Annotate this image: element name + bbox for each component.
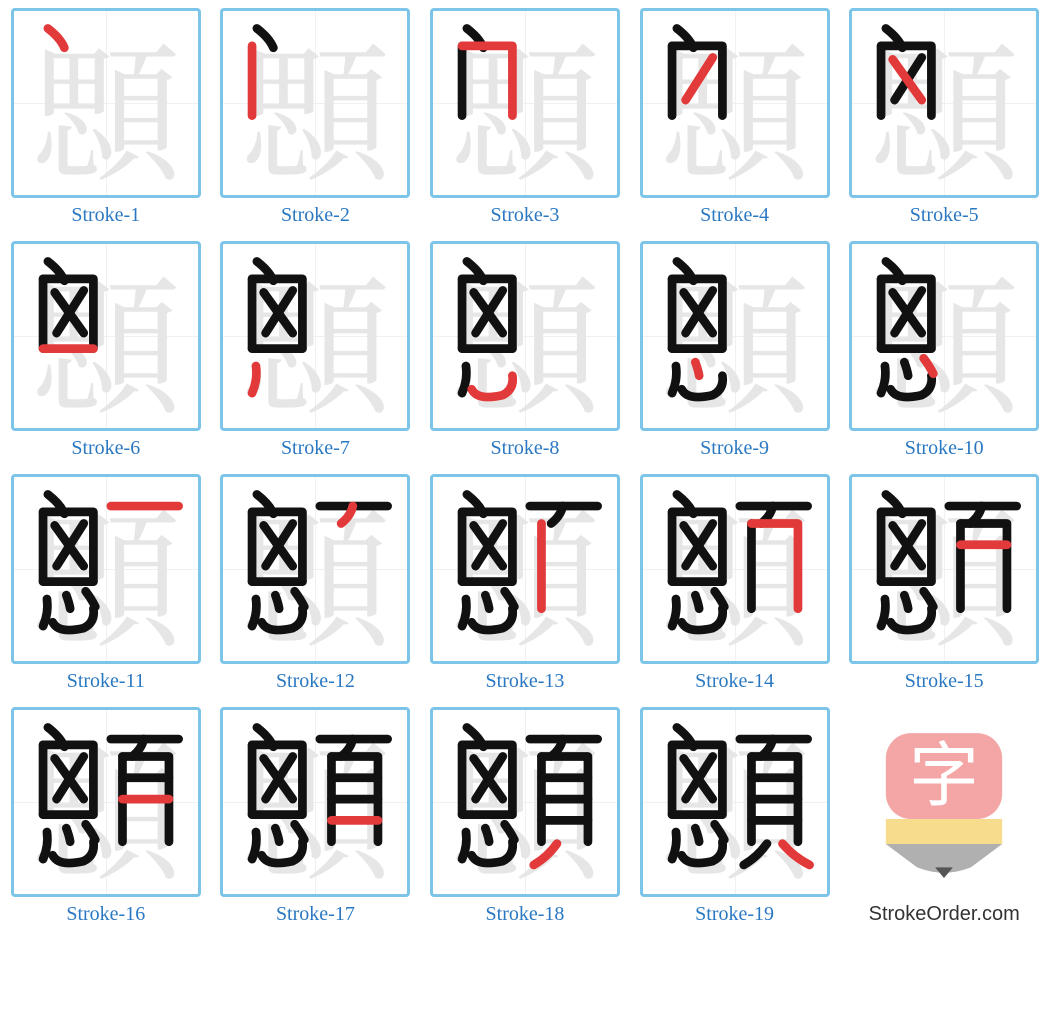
stroke-9 — [485, 828, 489, 842]
stroke-tile: 顋 — [640, 8, 830, 198]
stroke-7 — [881, 366, 885, 393]
stroke-8 — [472, 842, 513, 863]
stroke-9 — [904, 362, 908, 376]
stroke-7 — [672, 599, 676, 626]
stroke-cell-19: 顋Stroke-19 — [637, 707, 833, 926]
stroke-cell-11: 顋Stroke-11 — [8, 474, 204, 693]
stroke-cell-1: 顋Stroke-1 — [8, 8, 204, 227]
stroke-14-current — [751, 523, 797, 608]
stroke-7 — [43, 832, 47, 859]
stroke-7 — [462, 832, 466, 859]
stroke-8 — [472, 609, 513, 630]
stroke-10 — [714, 591, 724, 606]
stroke-tile: 顋 — [849, 241, 1039, 431]
stroke-18-current — [534, 844, 557, 865]
stroke-tile: 顋 — [11, 241, 201, 431]
stroke-tile: 顋 — [430, 707, 620, 897]
stroke-cell-15: 顋Stroke-15 — [846, 474, 1042, 693]
stroke-tile: 顋 — [849, 8, 1039, 198]
stroke-cell-6: 顋Stroke-6 — [8, 241, 204, 460]
stroke-9 — [695, 595, 699, 609]
stroke-tile: 顋 — [220, 241, 410, 431]
stroke-1-current — [48, 28, 64, 47]
stroke-7-current — [252, 366, 256, 393]
stroke-tile: 顋 — [640, 241, 830, 431]
stroke-10 — [295, 591, 305, 606]
stroke-14 — [961, 523, 1007, 608]
stroke-cell-8: 顋Stroke-8 — [427, 241, 623, 460]
stroke-tile: 顋 — [11, 474, 201, 664]
stroke-8 — [53, 609, 94, 630]
stroke-cell-9: 顋Stroke-9 — [637, 241, 833, 460]
stroke-cell-14: 顋Stroke-14 — [637, 474, 833, 693]
stroke-cell-3: 顋Stroke-3 — [427, 8, 623, 227]
stroke-cell-4: 顋Stroke-4 — [637, 8, 833, 227]
stroke-cell-7: 顋Stroke-7 — [218, 241, 414, 460]
stroke-8 — [262, 609, 303, 630]
stroke-9 — [66, 595, 70, 609]
stroke-1 — [257, 28, 273, 47]
stroke-9 — [276, 595, 280, 609]
stroke-tile: 顋 — [430, 474, 620, 664]
stroke-7 — [672, 832, 676, 859]
stroke-7 — [252, 599, 256, 626]
stroke-10 — [505, 824, 515, 839]
stroke-7 — [252, 832, 256, 859]
stroke-8 — [681, 376, 722, 397]
stroke-7 — [462, 599, 466, 626]
stroke-10 — [505, 591, 515, 606]
stroke-cell-13: 顋Stroke-13 — [427, 474, 623, 693]
stroke-4-current — [685, 57, 712, 100]
stroke-tile: 顋 — [430, 8, 620, 198]
stroke-10 — [714, 824, 724, 839]
stroke-9 — [485, 595, 489, 609]
stroke-7 — [462, 366, 466, 393]
stroke-8 — [891, 609, 932, 630]
stroke-tile: 顋 — [11, 707, 201, 897]
stroke-9-current — [695, 362, 699, 376]
stroke-cell-2: 顋Stroke-2 — [218, 8, 414, 227]
stroke-cell-12: 顋Stroke-12 — [218, 474, 414, 693]
stroke-9 — [695, 828, 699, 842]
stroke-cell-5: 顋Stroke-5 — [846, 8, 1042, 227]
stroke-8-current — [472, 376, 513, 397]
stroke-10 — [85, 591, 95, 606]
stroke-10 — [924, 591, 934, 606]
footer-site-name: StrokeOrder.com — [869, 903, 1020, 926]
stroke-10 — [295, 824, 305, 839]
stroke-8 — [681, 609, 722, 630]
stroke-8 — [891, 376, 932, 397]
stroke-9 — [66, 828, 70, 842]
stroke-7 — [672, 366, 676, 393]
stroke-3-current — [462, 46, 512, 116]
stroke-9 — [276, 828, 280, 842]
stroke-19-current — [782, 844, 809, 865]
stroke-tile: 顋 — [220, 707, 410, 897]
stroke-7 — [881, 599, 885, 626]
stroke-tile: 顋 — [430, 241, 620, 431]
logo-char: 字 — [909, 738, 979, 815]
stroke-7 — [43, 599, 47, 626]
stroke-order-grid: 顋Stroke-1顋Stroke-2顋Stroke-3顋Stroke-4顋Str… — [8, 8, 1042, 926]
stroke-18 — [743, 844, 766, 865]
stroke-cell-17: 顋Stroke-17 — [218, 707, 414, 926]
stroke-9 — [904, 595, 908, 609]
stroke-cell-18: 顋Stroke-18 — [427, 707, 623, 926]
logo-cell: 字 StrokeOrder.com — [846, 707, 1042, 926]
stroke-tile: 顋 — [220, 8, 410, 198]
stroke-8 — [262, 842, 303, 863]
stroke-10 — [85, 824, 95, 839]
stroke-8 — [53, 842, 94, 863]
stroke-tile: 顋 — [11, 8, 201, 198]
stroke-tile: 顋 — [849, 474, 1039, 664]
stroke-cell-16: 顋Stroke-16 — [8, 707, 204, 926]
stroke-tile: 顋 — [640, 474, 830, 664]
stroke-tile: 顋 — [640, 707, 830, 897]
stroke-tile: 顋 — [220, 474, 410, 664]
stroke-cell-10: 顋Stroke-10 — [846, 241, 1042, 460]
site-logo: 字 — [849, 707, 1039, 897]
stroke-8 — [681, 842, 722, 863]
stroke-10-current — [924, 358, 934, 373]
